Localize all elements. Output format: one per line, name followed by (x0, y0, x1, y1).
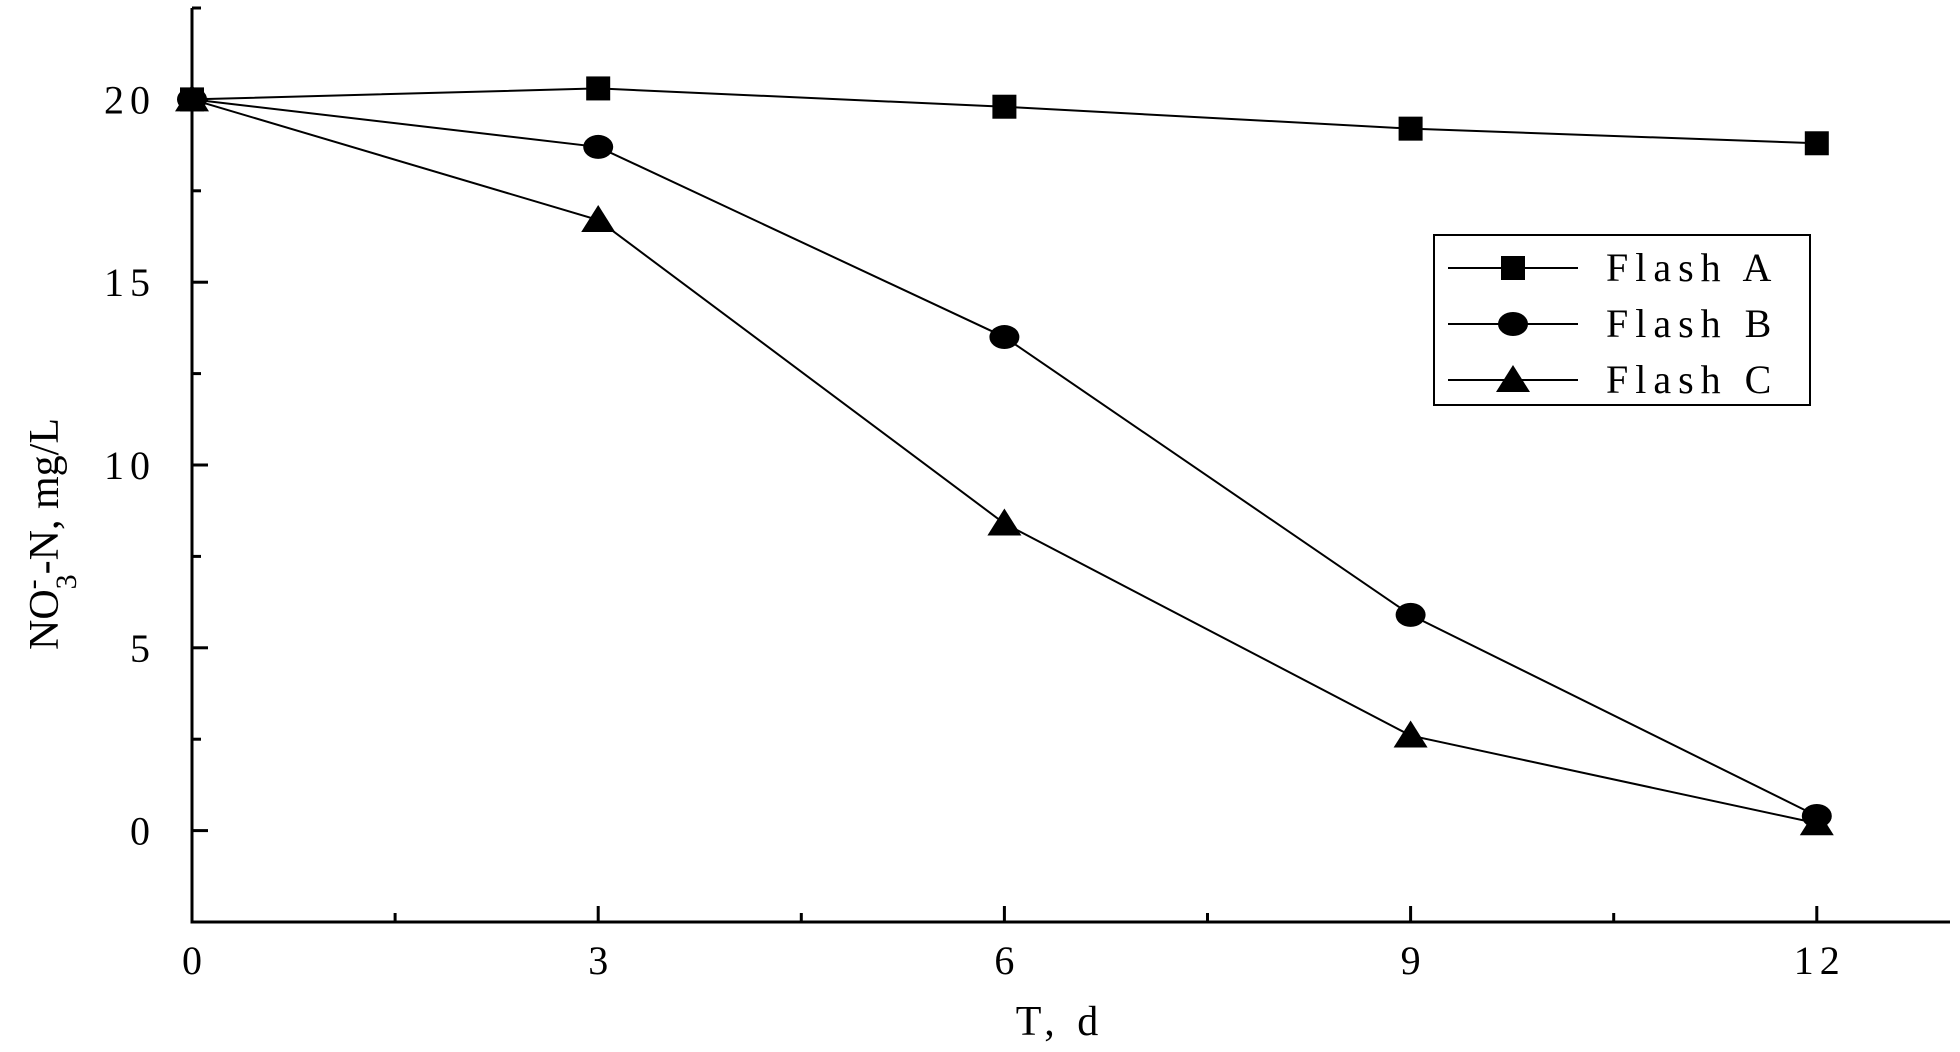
y-axis-label-superscript: - (16, 579, 49, 589)
data-point-square (1804, 131, 1829, 156)
data-point-circle (989, 325, 1020, 350)
legend-item: Flash A (1448, 245, 1778, 290)
series-line-circle (191, 98, 1818, 817)
data-point-circle (1395, 602, 1426, 627)
legend-item: Flash C (1448, 357, 1778, 402)
data-point-square (586, 76, 611, 101)
data-point-circle (583, 134, 614, 159)
y-axis-label-main: NO (22, 589, 68, 650)
series-square (180, 76, 1829, 156)
y-tick-label: 10 (104, 443, 156, 488)
data-point-triangle (175, 84, 209, 112)
x-ticks (190, 906, 1819, 922)
legend-marker-triangle (1496, 365, 1530, 392)
legend-items: Flash A Flash B Flash C (1448, 245, 1778, 402)
legend-label: Flash C (1606, 357, 1778, 402)
y-tick-label: 5 (130, 626, 156, 671)
data-point-triangle (987, 508, 1022, 536)
legend-marker-square (1501, 256, 1525, 280)
x-tick-label: 9 (1401, 938, 1427, 983)
x-tick-label: 3 (588, 938, 614, 983)
axes: 0 3 6 9 12 0 5 10 15 20 (104, 6, 1950, 983)
series-layer (175, 76, 1834, 836)
legend-marker-circle (1498, 312, 1528, 336)
y-tick-label: 20 (104, 77, 156, 122)
x-tick-labels: 0 3 6 9 12 (182, 938, 1846, 983)
series-circle (177, 87, 1832, 828)
y-tick-labels: 0 5 10 15 20 (104, 77, 156, 854)
legend: Flash A Flash B Flash C (1433, 234, 1811, 406)
y-axis-label-rest: -N, mg/L (22, 418, 68, 574)
data-point-square (1398, 116, 1423, 141)
y-axis-label-subscript: 3 (50, 574, 83, 589)
data-point-triangle (581, 205, 616, 233)
x-tick-label: 12 (1794, 938, 1846, 983)
legend-item: Flash B (1448, 301, 1778, 346)
y-tick-label: 0 (130, 809, 156, 854)
data-point-triangle (1799, 808, 1834, 836)
x-axis-label: T, d (1016, 999, 1105, 1045)
x-tick-label: 6 (994, 938, 1020, 983)
y-ticks (192, 6, 208, 924)
axis-frame (190, 8, 1950, 924)
legend-label: Flash A (1606, 245, 1778, 290)
series-line-triangle (191, 98, 1818, 825)
legend-box (1433, 234, 1811, 406)
x-tick-label: 0 (182, 938, 208, 983)
y-axis-label: NO-3-N, mg/L (16, 418, 83, 650)
y-tick-label: 15 (104, 260, 156, 305)
data-point-square (992, 94, 1017, 119)
data-point-triangle (1393, 720, 1428, 748)
legend-label: Flash B (1606, 301, 1778, 346)
series-triangle (175, 84, 1834, 836)
